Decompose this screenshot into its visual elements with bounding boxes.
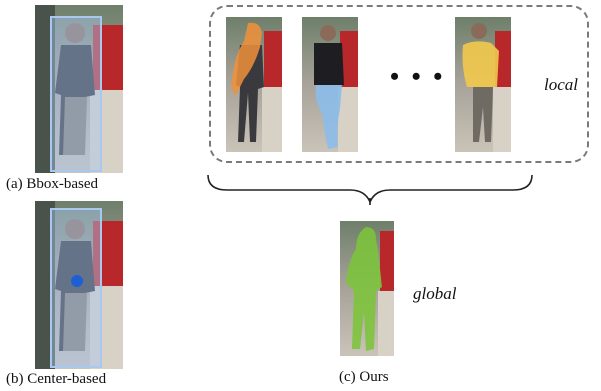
global-body-mask — [346, 227, 382, 351]
curly-brace — [207, 174, 533, 205]
caption-ours: (c) Ours — [339, 369, 389, 385]
blue-part-mask — [315, 85, 342, 149]
label-global: global — [413, 284, 457, 303]
label-local: local — [544, 75, 578, 94]
local-parts-box — [209, 5, 589, 163]
center-point-dot — [71, 275, 83, 287]
bbox-based-image — [35, 5, 123, 173]
local-part-image-orange — [226, 17, 282, 152]
caption-center-based: (b) Center-based — [6, 371, 107, 387]
bounding-box-overlay — [50, 16, 102, 172]
global-image — [340, 221, 394, 356]
orange-part-mask — [231, 22, 262, 95]
ellipsis: • • • — [390, 62, 446, 91]
local-part-image-yellow — [455, 17, 511, 152]
yellow-part-mask — [462, 41, 499, 87]
center-based-image — [35, 201, 123, 369]
local-part-image-blue — [302, 17, 358, 152]
caption-bbox-based: (a) Bbox-based — [6, 176, 99, 192]
